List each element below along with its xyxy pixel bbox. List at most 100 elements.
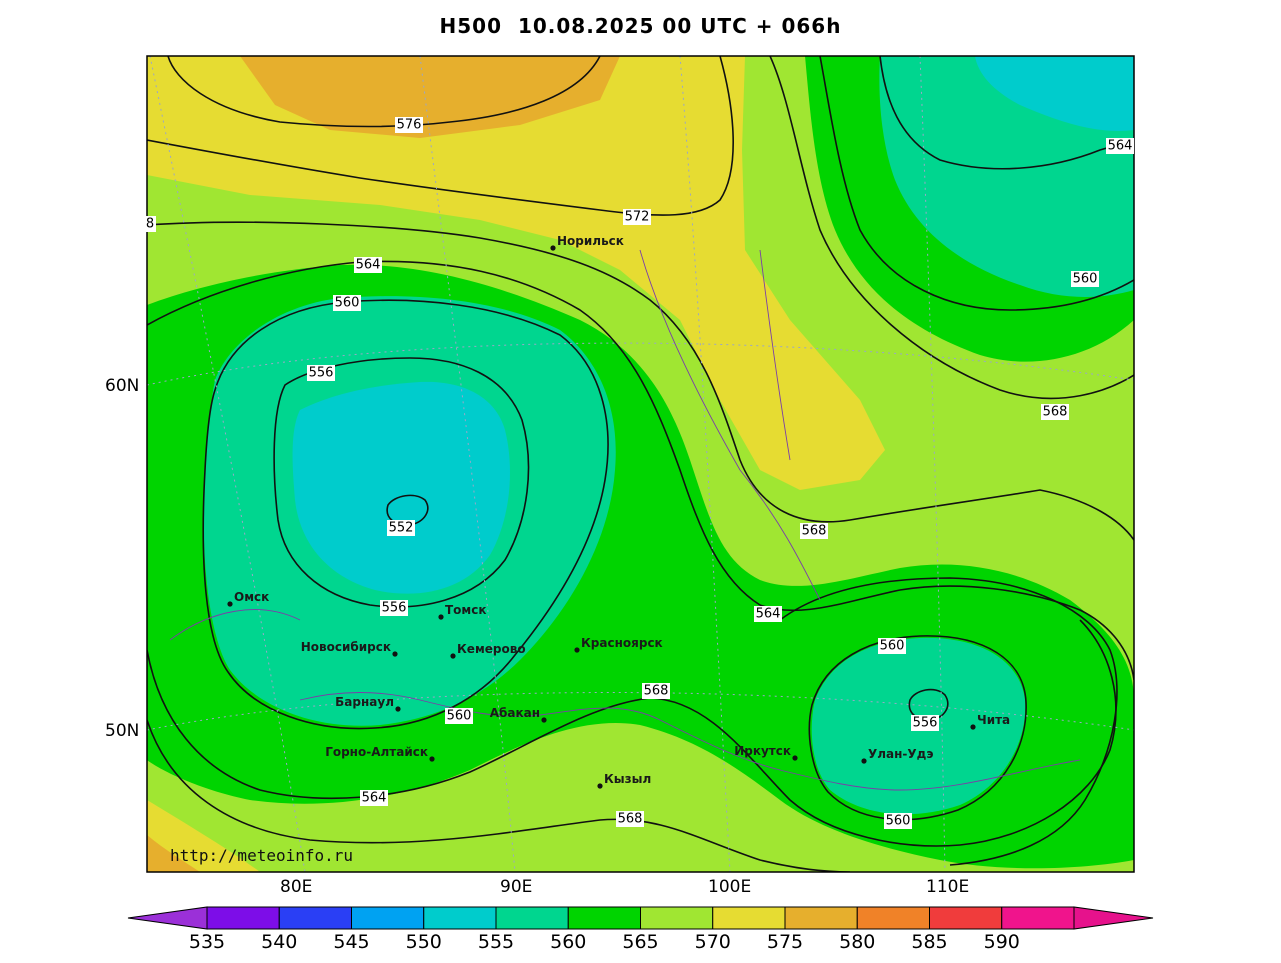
contour-label-text: 568 xyxy=(644,684,669,699)
contour-label-text: 556 xyxy=(309,366,334,381)
city-dot xyxy=(550,245,556,251)
meridian-90e xyxy=(419,56,516,872)
contour-576 xyxy=(167,56,601,128)
colorbar-segment xyxy=(567,906,641,930)
colorbar-tick-label: 555 xyxy=(478,931,514,953)
contour-568-east xyxy=(769,56,1134,400)
city-name: Кызыл xyxy=(604,772,651,786)
colorbar-segment xyxy=(206,906,280,930)
city-marker: Новосибирск xyxy=(301,640,398,657)
lat-label-60n: 60N xyxy=(105,376,139,396)
contour-label: 572 xyxy=(623,209,651,225)
colorbar-segment xyxy=(856,906,930,930)
city-name: Барнаул xyxy=(335,695,394,709)
colorbar-tick-label: 560 xyxy=(550,931,586,953)
colorbar-segment xyxy=(929,906,1003,930)
contour-label: 556 xyxy=(380,600,408,616)
field-575-580-north xyxy=(240,56,620,138)
contour-label: 560 xyxy=(884,813,912,829)
contour-560-northeast xyxy=(819,56,1134,311)
contour-label-text: 552 xyxy=(389,521,414,536)
contour-label: 564 xyxy=(754,606,782,622)
colorbar-segment xyxy=(351,906,425,930)
contour-label: 576 xyxy=(395,117,423,133)
city-name: Горно-Алтайск xyxy=(325,745,428,759)
colorbar-tick-label: 580 xyxy=(839,931,875,953)
contour-label: 568 xyxy=(642,683,670,699)
contour-label-text: 8 xyxy=(146,217,154,232)
colorbar-tick-label: 545 xyxy=(333,931,369,953)
parallel-50n xyxy=(147,692,1134,731)
colorbar: 535 540 545 550 555 560 565 570 575 580 585 590 xyxy=(127,906,1154,953)
contour-label-text: 564 xyxy=(756,607,781,622)
contour-label-text: 564 xyxy=(362,791,387,806)
colorbar-segment xyxy=(784,906,858,930)
contour-label: 8 xyxy=(144,216,156,232)
lat-label-50n: 50N xyxy=(105,721,139,741)
contour-label: 560 xyxy=(445,708,473,724)
contour-labels: 576 572 564 560 556 552 556 560 564 568 564 568 560 5… xyxy=(144,117,1134,829)
city-markers: Норильск Омск Томск Новосибирск Кемерово Крас… xyxy=(227,234,1010,789)
contour-label-text: 564 xyxy=(356,258,381,273)
city-marker: Красноярск xyxy=(574,636,663,653)
contour-label: 556 xyxy=(911,715,939,731)
field-575-580-southwest xyxy=(147,835,200,872)
city-marker: Кызыл xyxy=(597,772,651,789)
contour-label-text: 560 xyxy=(335,296,360,311)
contour-label-text: 568 xyxy=(618,812,643,827)
contour-label-text: 568 xyxy=(1043,405,1068,420)
city-name: Новосибирск xyxy=(301,640,391,654)
city-name: Улан-Удэ xyxy=(868,747,933,761)
height-contours xyxy=(147,56,1134,872)
city-dot xyxy=(395,706,401,712)
contour-564-east-outer xyxy=(779,577,1118,866)
city-marker: Абакан xyxy=(490,706,547,723)
border-c xyxy=(759,249,791,461)
contour-label: 560 xyxy=(878,638,906,654)
colorbar-segment xyxy=(495,906,569,930)
contour-label-text: 560 xyxy=(447,709,472,724)
city-dot xyxy=(227,601,233,607)
contour-label-text: 556 xyxy=(913,716,938,731)
colorbar-under-arrow xyxy=(127,906,208,930)
contour-label: 560 xyxy=(1071,271,1099,287)
border-b xyxy=(639,249,821,601)
contour-556-west xyxy=(273,357,530,608)
meridian-110e xyxy=(919,56,946,872)
colorbar-segment xyxy=(278,906,352,930)
contour-560-west xyxy=(202,299,609,730)
colorbar-segment xyxy=(712,906,786,930)
colorbar-tick-label: 565 xyxy=(622,931,658,953)
colorbar-tick-label: 575 xyxy=(767,931,803,953)
contour-568-south xyxy=(147,719,851,872)
graticule xyxy=(147,56,1134,872)
colorbar-tick-label: 540 xyxy=(261,931,297,953)
colorbar-tick-label: 585 xyxy=(911,931,947,953)
lon-label-100e: 100E xyxy=(708,877,751,897)
city-marker: Кемерово xyxy=(450,642,526,659)
city-name: Иркутск xyxy=(734,744,791,758)
contour-label: 564 xyxy=(360,790,388,806)
contour-label-text: 572 xyxy=(625,210,650,225)
city-name: Омск xyxy=(234,590,269,604)
meridian-100e xyxy=(679,56,731,872)
contour-564-south xyxy=(147,619,1117,847)
city-marker: Иркутск xyxy=(734,744,798,761)
contour-572 xyxy=(147,56,734,216)
map-field xyxy=(147,56,1134,872)
source-url: http://meteoinfo.ru xyxy=(170,846,353,865)
colorbar-tick-label: 590 xyxy=(984,931,1020,953)
boundaries xyxy=(169,249,1081,791)
field-550-555-northeast xyxy=(975,56,1134,131)
contour-label: 568 xyxy=(800,523,828,539)
contour-556-northeast xyxy=(879,56,1134,170)
colorbar-segment xyxy=(1001,906,1075,930)
lon-label-80e: 80E xyxy=(280,877,312,897)
city-dot xyxy=(429,756,435,762)
city-marker: Омск xyxy=(227,590,269,607)
field-570-575-southwest xyxy=(147,800,260,872)
contour-label-text: 576 xyxy=(397,118,422,133)
city-marker: Чита xyxy=(970,713,1010,730)
border-a xyxy=(299,692,1081,791)
